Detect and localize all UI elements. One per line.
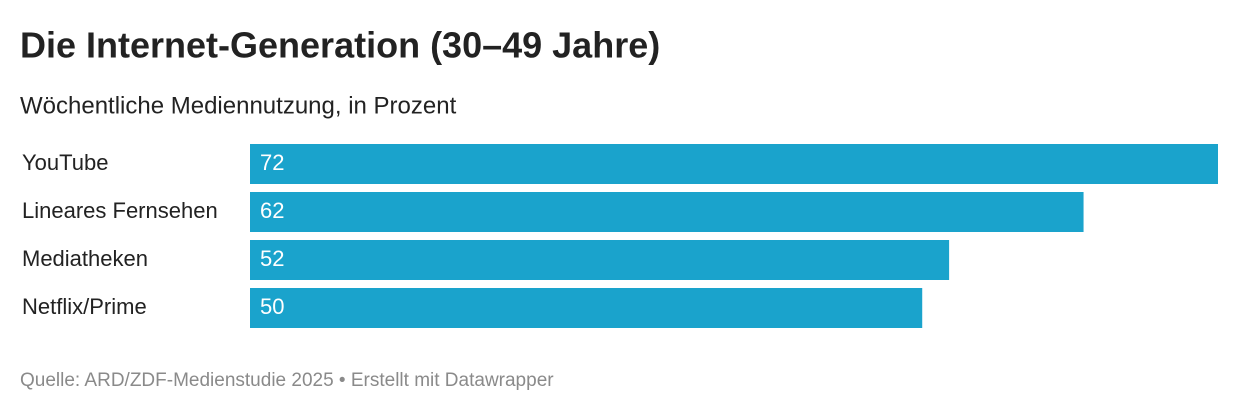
- chart-title: Die Internet-Generation (30–49 Jahre): [20, 25, 660, 66]
- value-label: 50: [260, 294, 284, 319]
- bar: [250, 240, 950, 280]
- chart-subtitle: Wöchentliche Mediennutzung, in Prozent: [20, 92, 457, 119]
- category-label: Mediatheken: [22, 246, 148, 271]
- category-label: YouTube: [22, 150, 108, 175]
- category-label: Netflix/Prime: [22, 294, 147, 319]
- bar: [250, 288, 923, 328]
- bar: [250, 144, 1218, 184]
- category-label: Lineares Fernsehen: [22, 198, 218, 223]
- value-label: 52: [260, 246, 284, 271]
- footer: Quelle: ARD/ZDF-Medienstudie 2025 • Erst…: [20, 370, 554, 391]
- bar: [250, 192, 1084, 232]
- value-label: 72: [260, 150, 284, 175]
- value-label: 62: [260, 198, 284, 223]
